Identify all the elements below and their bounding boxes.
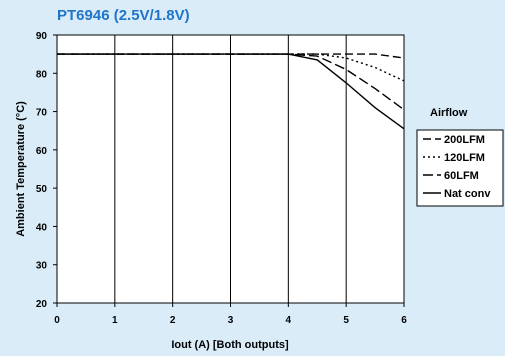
y-axis-label: Ambient Temperature (°C) bbox=[15, 101, 27, 237]
legend-title: Airflow bbox=[430, 107, 468, 119]
y-tick-label-60: 60 bbox=[36, 146, 48, 157]
x-tick-label-2: 2 bbox=[170, 315, 176, 326]
y-tick-label-30: 30 bbox=[36, 261, 48, 272]
grid bbox=[114, 35, 347, 303]
legend-label-3: Nat conv bbox=[444, 188, 491, 200]
y-tick-label-90: 90 bbox=[36, 31, 48, 42]
ticks: 0 1 2 3 4 5 6 20 30 40 50 60 70 80 90 bbox=[36, 31, 407, 326]
y-tick-label-40: 40 bbox=[36, 222, 48, 233]
series-line-3 bbox=[57, 53, 405, 130]
y-tick-label-20: 20 bbox=[36, 299, 48, 310]
x-tick-label-1: 1 bbox=[112, 315, 118, 326]
legend-label-1: 120LFM bbox=[444, 152, 485, 164]
legend: 200LFM 120LFM 60LFM Nat conv bbox=[416, 129, 504, 207]
x-tick-label-4: 4 bbox=[286, 315, 292, 326]
y-tick-label-50: 50 bbox=[36, 184, 48, 195]
series-line-0 bbox=[57, 53, 405, 59]
y-tick-label-70: 70 bbox=[36, 108, 48, 119]
x-tick-label-5: 5 bbox=[343, 315, 349, 326]
series-layer bbox=[57, 53, 405, 130]
legend-label-0: 200LFM bbox=[444, 134, 485, 146]
x-tick-label-6: 6 bbox=[401, 315, 407, 326]
series-line-1 bbox=[57, 53, 405, 82]
x-tick-label-0: 0 bbox=[54, 315, 60, 326]
y-tick-label-80: 80 bbox=[36, 69, 48, 80]
x-tick-label-3: 3 bbox=[228, 315, 234, 326]
x-axis-label: Iout (A) [Both outputs] bbox=[171, 339, 289, 351]
chart-title: PT6946 (2.5V/1.8V) bbox=[57, 7, 190, 24]
legend-label-2: 60LFM bbox=[444, 170, 479, 182]
